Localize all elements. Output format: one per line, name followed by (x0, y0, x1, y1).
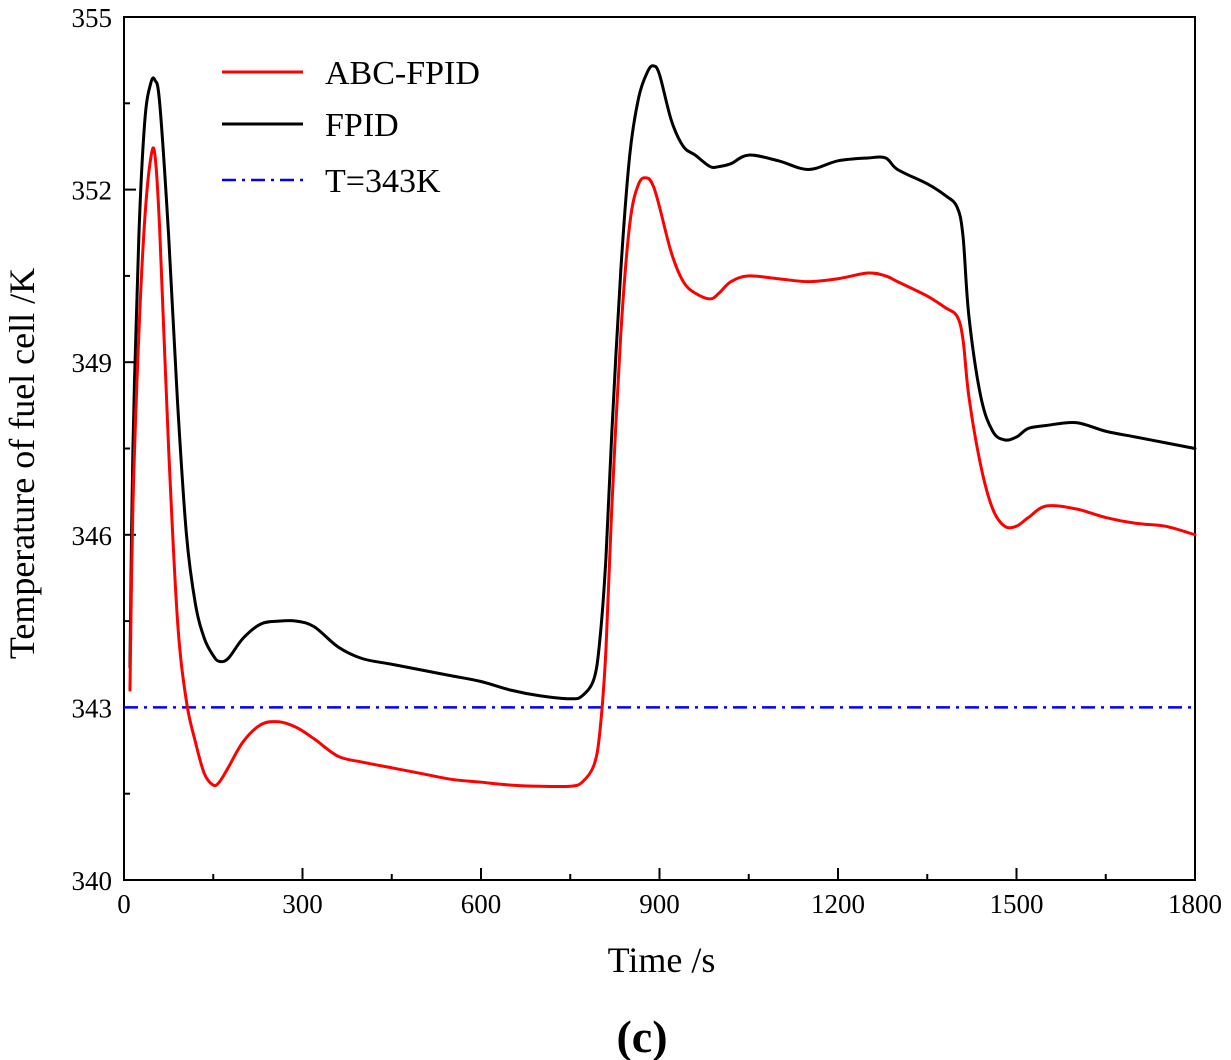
series-layer (124, 64, 1197, 789)
legend-label: ABC-FPID (325, 55, 480, 92)
x-tick-label: 1200 (811, 889, 865, 919)
y-tick-label: 346 (72, 521, 113, 551)
y-tick-label: 349 (72, 348, 113, 378)
series-line-abc-fpid (128, 146, 1197, 789)
y-tick-label: 355 (72, 3, 113, 33)
x-tick-label: 1500 (990, 889, 1044, 919)
x-tick-label: 600 (461, 889, 502, 919)
legend-label: T=343K (325, 163, 441, 200)
y-axis-title: Temperature of fuel cell /K (2, 268, 42, 659)
y-tick-label: 340 (72, 866, 113, 896)
legend-label: FPID (325, 107, 399, 144)
legend: ABC-FPID FPID T=343K (222, 55, 480, 200)
x-tick-label: 300 (282, 889, 323, 919)
figure-caption: (c) (616, 1011, 667, 1060)
axis-ticks (123, 16, 1196, 881)
y-tick-label: 343 (72, 693, 113, 723)
plot-area: 0 300 600 900 1200 1500 1800 340 343 346 349 352 355 (72, 3, 1223, 919)
x-tick-label: 900 (639, 889, 680, 919)
tick-labels: 0 300 600 900 1200 1500 1800 340 343 346 349 352 355 (72, 3, 1223, 919)
x-tick-label: 1800 (1168, 889, 1222, 919)
x-tick-label: 0 (117, 889, 131, 919)
plot-frame (123, 16, 1196, 881)
series-line-fpid (128, 64, 1197, 701)
y-tick-label: 352 (72, 176, 113, 206)
x-axis-title: Time /s (608, 940, 716, 980)
